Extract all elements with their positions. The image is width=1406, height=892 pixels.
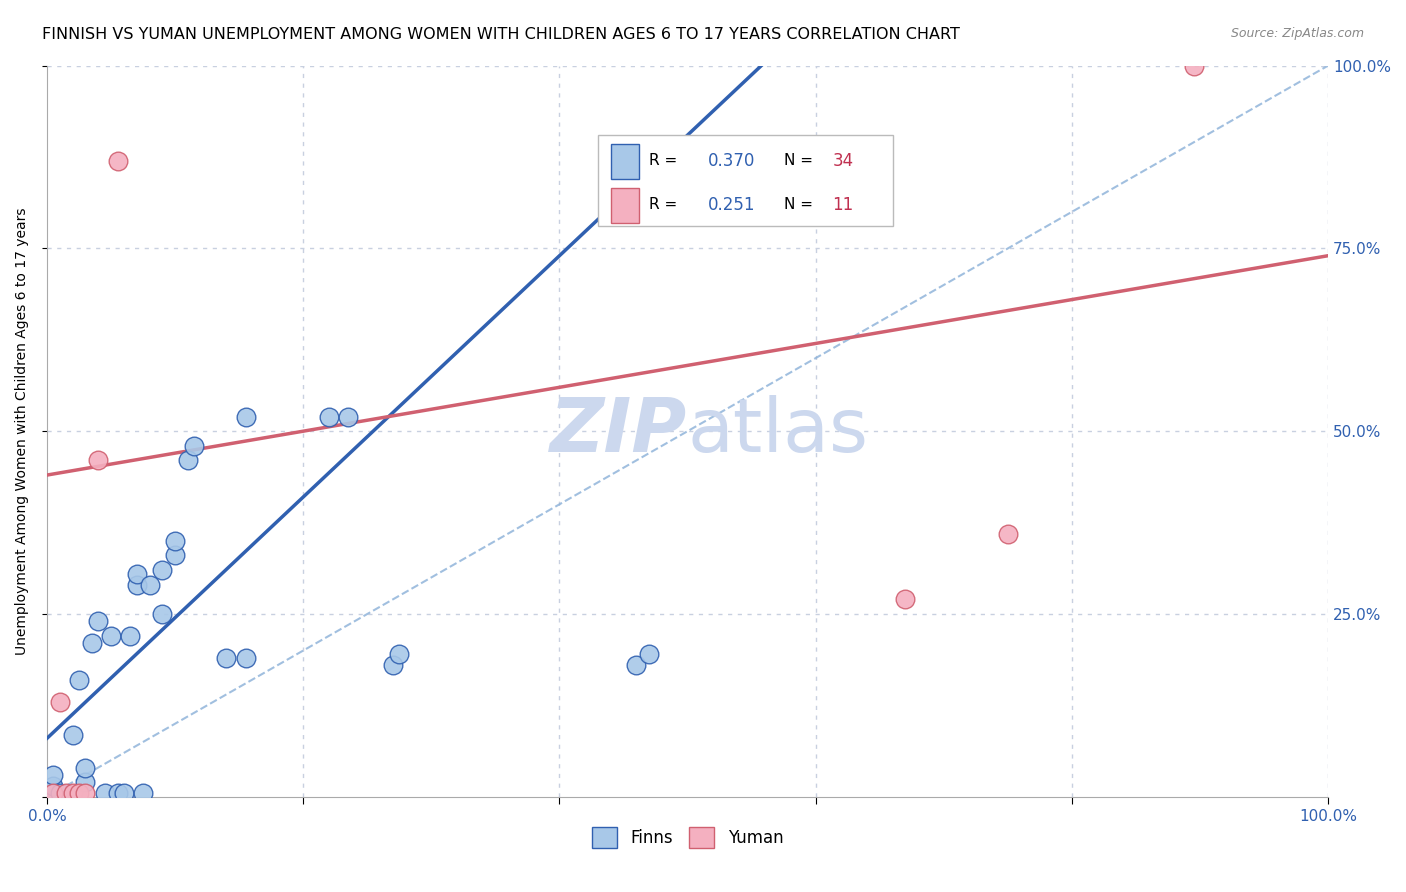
Point (125, 578, 148, 592)
Text: Source: ZipAtlas.com: Source: ZipAtlas.com (1230, 27, 1364, 40)
Point (381, 658, 404, 673)
Point (388, 647, 411, 661)
Point (215, 650, 238, 665)
Point (125, 566, 148, 581)
Point (93, 786, 115, 800)
Text: 0.370: 0.370 (709, 152, 755, 169)
Text: 34: 34 (832, 152, 853, 169)
Bar (610, 187, 638, 223)
Point (235, 650, 257, 665)
Text: 0.251: 0.251 (709, 195, 755, 213)
Text: R =: R = (650, 197, 682, 212)
Point (337, 409, 360, 424)
Point (49, 695, 72, 709)
Text: N =: N = (783, 197, 817, 212)
Point (626, 658, 648, 673)
Point (894, 592, 917, 607)
Point (62, 728, 84, 742)
Legend: Finns, Yuman: Finns, Yuman (585, 821, 790, 855)
Point (67, 786, 90, 800)
Point (107, 786, 129, 800)
Point (42, 779, 65, 793)
Point (150, 563, 173, 577)
Point (165, 549, 187, 563)
Point (75, 775, 97, 789)
Point (183, 439, 205, 453)
Point (150, 607, 173, 621)
Point (138, 578, 160, 592)
Point (132, 786, 155, 800)
Text: 11: 11 (832, 195, 853, 213)
Bar (610, 144, 638, 179)
Text: atlas: atlas (688, 394, 869, 467)
Point (62, 786, 84, 800)
Point (87, 453, 110, 467)
Point (67, 673, 90, 687)
Point (49, 786, 72, 800)
Point (235, 409, 257, 424)
Point (75, 786, 97, 800)
Point (42, 786, 65, 800)
Point (107, 153, 129, 168)
Text: ZIP: ZIP (550, 394, 688, 467)
Point (177, 453, 200, 467)
Point (318, 409, 340, 424)
Point (112, 786, 135, 800)
Point (638, 647, 661, 661)
Point (87, 615, 110, 629)
Text: FINNISH VS YUMAN UNEMPLOYMENT AMONG WOMEN WITH CHILDREN AGES 6 TO 17 YEARS CORRE: FINNISH VS YUMAN UNEMPLOYMENT AMONG WOME… (42, 27, 960, 42)
Point (100, 629, 122, 643)
Text: R =: R = (650, 153, 682, 169)
Point (42, 786, 65, 800)
Point (42, 768, 65, 782)
Point (165, 533, 187, 548)
FancyBboxPatch shape (598, 135, 893, 227)
Point (1182, 59, 1205, 73)
Point (75, 760, 97, 774)
Point (80, 636, 103, 650)
Point (997, 526, 1019, 541)
Point (55, 786, 77, 800)
Point (120, 629, 142, 643)
Y-axis label: Unemployment Among Women with Children Ages 6 to 17 years: Unemployment Among Women with Children A… (15, 208, 30, 655)
Text: N =: N = (783, 153, 817, 169)
